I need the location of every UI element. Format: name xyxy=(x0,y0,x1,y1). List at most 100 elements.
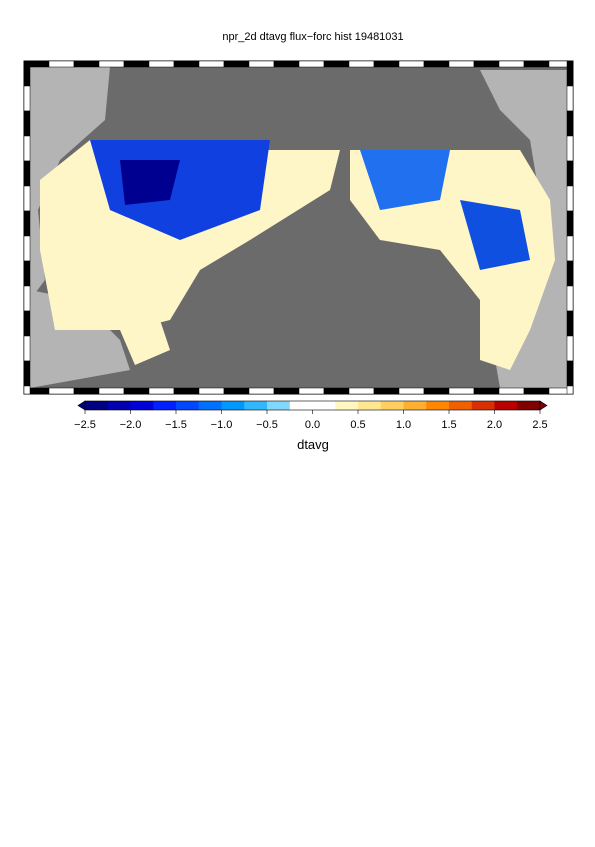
colorbar-swatch xyxy=(153,401,177,410)
colorbar-swatch xyxy=(335,401,359,410)
colorbar-tick-label: 1.0 xyxy=(396,419,411,431)
border-seg xyxy=(566,110,574,137)
field xyxy=(460,200,530,270)
colorbar-swatch xyxy=(85,401,109,410)
border-seg xyxy=(23,360,31,387)
border-seg xyxy=(198,387,225,395)
border-seg xyxy=(248,387,275,395)
colorbar-swatch xyxy=(380,401,404,410)
border-seg xyxy=(566,85,574,112)
border-seg xyxy=(398,60,425,68)
border-seg xyxy=(566,310,574,337)
colorbar-swatch xyxy=(449,401,473,410)
field xyxy=(360,150,450,210)
colorbar-swatch xyxy=(517,401,541,410)
colorbar-tick-label: −1.5 xyxy=(165,419,187,431)
border-seg xyxy=(473,387,500,395)
colorbar-swatch xyxy=(176,401,200,410)
colorbar-tick-label: 0.0 xyxy=(305,419,320,431)
border-seg xyxy=(566,135,574,162)
map xyxy=(30,67,567,388)
border-seg xyxy=(566,385,574,395)
map-border xyxy=(23,60,574,395)
field xyxy=(120,320,170,365)
land xyxy=(30,67,110,300)
colorbar-tick-label: −2.5 xyxy=(74,419,96,431)
border-seg xyxy=(566,360,574,387)
border-seg xyxy=(23,110,31,137)
border-seg xyxy=(523,60,550,68)
border-seg xyxy=(473,60,500,68)
border-seg xyxy=(123,60,150,68)
field xyxy=(120,160,180,205)
border-seg xyxy=(23,160,31,187)
border-seg xyxy=(566,235,574,262)
border-seg xyxy=(373,387,400,395)
border-seg xyxy=(566,160,574,187)
border-seg xyxy=(448,60,475,68)
border-seg xyxy=(23,235,31,262)
colorbar-swatch xyxy=(198,401,222,410)
border-seg xyxy=(48,60,75,68)
border-seg xyxy=(48,387,75,395)
border-seg xyxy=(323,60,350,68)
border-seg xyxy=(98,60,125,68)
border-seg xyxy=(23,60,31,87)
border-seg xyxy=(123,387,150,395)
border-seg xyxy=(298,60,325,68)
colorbar-swatch xyxy=(107,401,131,410)
border-seg xyxy=(373,60,400,68)
border-seg xyxy=(23,310,31,337)
colorbar: −2.5 −2.0 −1.5 −1.0 −0.5 0.0 0.5 1.0 1.5 2.0 2.5 xyxy=(74,400,548,431)
border-seg xyxy=(148,387,175,395)
border-seg xyxy=(566,185,574,212)
border-seg xyxy=(523,387,550,395)
colorbar-swatch xyxy=(130,401,154,410)
colorbar-swatch xyxy=(471,401,495,410)
border-seg xyxy=(348,60,375,68)
border-seg xyxy=(23,85,31,112)
border-seg xyxy=(566,335,574,362)
colorbar-tick-label: −1.0 xyxy=(211,419,233,431)
map-title: npr_2d dtavg flux−forc hist 19481031 xyxy=(222,31,403,43)
border-seg xyxy=(323,387,350,395)
colorbar-swatch xyxy=(244,401,268,410)
colorbar-tick-label: 1.5 xyxy=(441,419,456,431)
border-seg xyxy=(398,387,425,395)
border-seg xyxy=(448,387,475,395)
border-seg xyxy=(298,387,325,395)
border-seg xyxy=(173,60,200,68)
border-seg xyxy=(273,387,300,395)
colorbar-swatch xyxy=(289,401,313,410)
border-seg xyxy=(23,260,31,287)
colorbar-tick-label: −2.0 xyxy=(120,419,142,431)
border-seg xyxy=(348,387,375,395)
border-seg xyxy=(23,135,31,162)
border-seg xyxy=(23,285,31,312)
border-seg xyxy=(423,60,450,68)
border-seg xyxy=(148,60,175,68)
border-seg xyxy=(98,387,125,395)
border-seg xyxy=(498,60,525,68)
border-seg xyxy=(198,60,225,68)
border-seg xyxy=(173,387,200,395)
colorbar-tick-label: 2.5 xyxy=(532,419,547,431)
border-seg xyxy=(223,387,250,395)
border-seg xyxy=(248,60,275,68)
border-seg xyxy=(23,185,31,212)
border-seg xyxy=(23,385,31,395)
colorbar-tick-label: 0.5 xyxy=(350,419,365,431)
border-seg xyxy=(223,60,250,68)
border-seg xyxy=(566,210,574,237)
colorbar-swatch xyxy=(494,401,518,410)
colorbar-swatch xyxy=(267,401,291,410)
colorbar-label: dtavg xyxy=(297,437,329,452)
colorbar-swatch xyxy=(312,401,336,410)
border-seg xyxy=(273,60,300,68)
colorbar-tick-label: −0.5 xyxy=(256,419,278,431)
border-seg xyxy=(498,387,525,395)
border-seg xyxy=(566,60,574,87)
border-seg xyxy=(23,210,31,237)
colorbar-swatch xyxy=(358,401,382,410)
